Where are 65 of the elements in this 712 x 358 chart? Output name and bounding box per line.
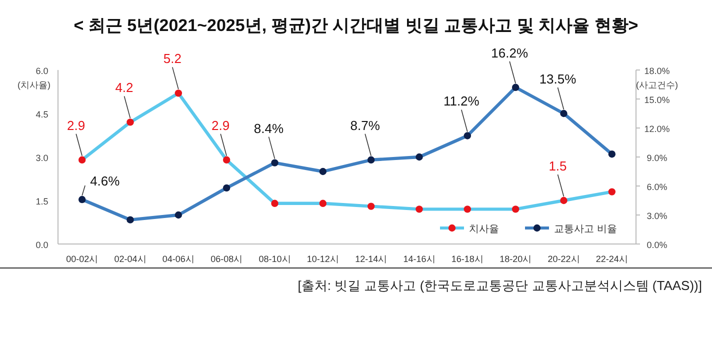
point <box>416 206 423 213</box>
y-tick-label: 0.0 <box>36 240 48 250</box>
y2-tick-label: 6.0% <box>646 182 668 192</box>
legend-label: 치사율 <box>469 224 499 235</box>
point <box>319 168 327 176</box>
x-tick-label: 16-18시 <box>451 254 484 264</box>
x-tick-label: 08-10시 <box>258 254 291 264</box>
point <box>319 200 327 207</box>
x-tick-label: 06-08시 <box>210 254 243 264</box>
x-tick-label: 20-22시 <box>548 254 580 264</box>
point <box>126 118 134 126</box>
y-tick-label: 6.0 <box>36 66 48 76</box>
x-tick-label: 04-06시 <box>162 254 194 264</box>
point <box>174 211 182 219</box>
y2-tick-label: 3.0% <box>646 211 668 221</box>
y-tick-label: 1.5 <box>36 196 48 206</box>
point <box>271 159 278 166</box>
y2-tick-label: 12.0% <box>644 124 670 134</box>
data-label: 1.5 <box>548 158 567 174</box>
y2-tick-label: 15.0% <box>644 95 670 105</box>
y2-tick-label: 0.0% <box>646 240 668 250</box>
data-label: 8.7% <box>350 118 380 133</box>
y-tick-label: 3.0 <box>36 153 48 163</box>
data-label: 4.6% <box>90 174 120 189</box>
point <box>174 90 182 97</box>
point <box>78 196 86 204</box>
x-tick-label: 12-14시 <box>355 254 388 264</box>
y-tick-label: 4.5 <box>36 110 48 120</box>
data-label: 5.2 <box>163 51 182 66</box>
point <box>367 202 375 210</box>
point <box>608 188 616 196</box>
point <box>367 156 375 164</box>
point <box>222 156 230 164</box>
data-label: 2.9 <box>212 118 230 133</box>
chart-title: < 최근 5년(2021~2025년, 평균)간 시간대별 빗길 교통사고 및 치사율 현황> <box>74 16 638 35</box>
point <box>512 84 520 91</box>
y2-axis-title: (사고건수) <box>636 80 678 90</box>
point <box>608 150 616 158</box>
data-label: 4.2 <box>115 80 134 96</box>
legend-label: 교통사고 비율 <box>554 224 617 235</box>
point <box>78 156 86 164</box>
point <box>126 216 134 224</box>
x-tick-label: 14-16시 <box>403 254 436 264</box>
point <box>560 110 568 118</box>
point <box>512 206 520 213</box>
x-tick-label: 02-04시 <box>114 254 146 264</box>
point <box>222 184 230 192</box>
data-label: 16.2% <box>491 45 528 60</box>
y2-tick-label: 18.0% <box>644 66 670 76</box>
x-tick-label: 18-20시 <box>500 254 532 264</box>
x-tick-label: 00-02시 <box>66 254 98 264</box>
data-label: 2.9 <box>67 118 86 133</box>
data-label: 13.5% <box>539 72 577 86</box>
point <box>560 196 568 204</box>
x-tick-label: 22-24시 <box>596 254 628 264</box>
x-tick-label: 10-12시 <box>306 254 339 264</box>
data-label: 8.4% <box>254 120 284 136</box>
point <box>271 200 278 207</box>
point <box>464 132 472 140</box>
data-label: 11.2% <box>443 94 480 109</box>
text: [출처: 빗길 교통사고 (한국도로교통공단 교통사고분석시스템 (TAAS))] <box>298 278 702 293</box>
point <box>416 153 423 161</box>
point <box>464 206 472 213</box>
y-axis-title: (치사율) <box>18 80 50 90</box>
y2-tick-label: 9.0% <box>646 153 668 163</box>
